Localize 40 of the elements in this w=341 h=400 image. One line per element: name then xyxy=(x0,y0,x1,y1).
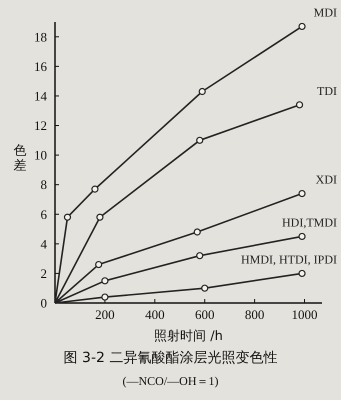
x-tick-label: 1000 xyxy=(292,307,318,322)
y-axis-title: 色差 xyxy=(14,144,26,174)
x-tick-label: 800 xyxy=(244,307,264,322)
point xyxy=(91,186,99,193)
point xyxy=(196,252,204,260)
point xyxy=(298,22,306,30)
y-tick-label: 4 xyxy=(40,236,48,252)
point xyxy=(198,88,206,96)
y-tick-label: 6 xyxy=(40,206,48,222)
y-tick-label: 16 xyxy=(34,58,48,74)
y-tick-label: 2 xyxy=(40,266,47,281)
x-tick-label: 600 xyxy=(194,307,214,322)
point xyxy=(201,284,208,292)
point xyxy=(194,228,201,236)
y-tick-label: 12 xyxy=(34,118,47,134)
x-tick-label: 200 xyxy=(95,307,115,322)
y-tick-label: 14 xyxy=(34,88,48,104)
point xyxy=(101,277,109,284)
series-label: HMDI, HTDI, IPDI xyxy=(241,252,337,266)
y-tick-label: 8 xyxy=(40,177,47,192)
point xyxy=(101,293,109,301)
point xyxy=(298,190,306,198)
series-label: HDI,TMDI xyxy=(282,215,337,230)
y-tick-label: 0 xyxy=(40,296,47,310)
point xyxy=(96,214,104,221)
point xyxy=(196,136,204,144)
x-axis-title: 照射时间 /h xyxy=(154,329,223,344)
y-tick-label: 10 xyxy=(34,148,47,163)
series-label: MDI xyxy=(314,5,337,20)
point xyxy=(296,101,304,108)
point xyxy=(64,214,72,221)
y-tick-label: 18 xyxy=(34,29,47,44)
series-label: TDI xyxy=(317,84,337,98)
x-tick-label: 400 xyxy=(145,307,165,322)
point xyxy=(298,232,306,240)
text: (—NCO/—OH＝1) xyxy=(122,374,218,388)
point xyxy=(298,270,306,278)
point xyxy=(95,260,102,268)
series-label: XDI xyxy=(316,172,338,187)
text: 图 3-2 二异氰酸酯涂层光照变色性 xyxy=(64,350,278,366)
